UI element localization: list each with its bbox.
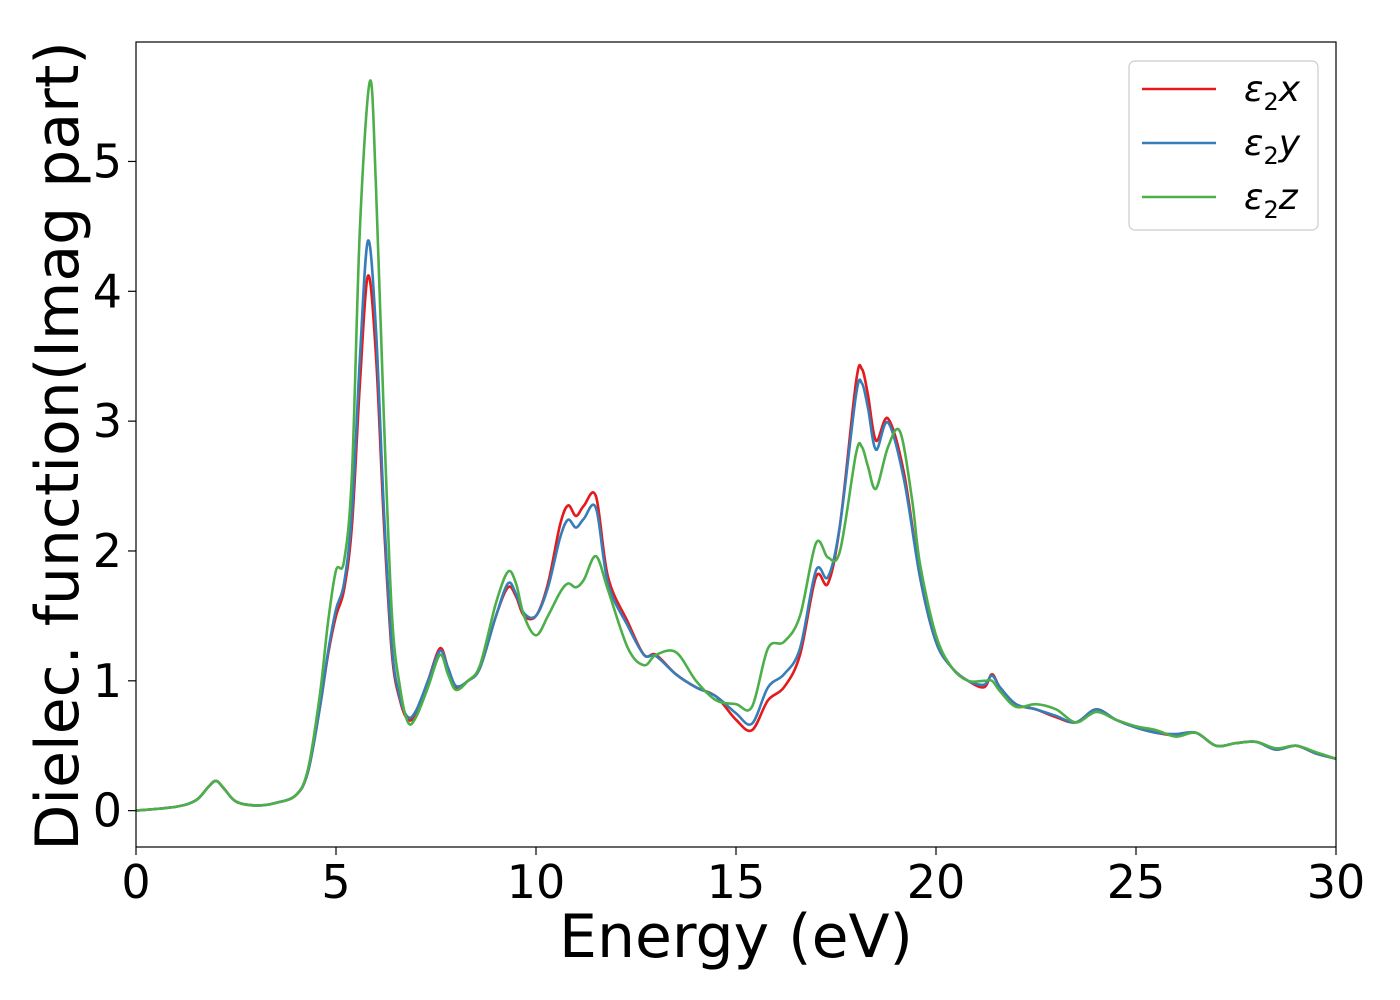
legend-label: ε2x: [1244, 69, 1301, 116]
y-tick-label: 3: [93, 394, 122, 448]
series-line-e2y: [135, 239, 1337, 812]
x-tick-label: 30: [1307, 855, 1366, 909]
y-tick-label: 5: [93, 134, 122, 188]
x-tick-label: 0: [121, 855, 150, 909]
legend-label: ε2z: [1244, 177, 1299, 224]
x-tick-label: 25: [1107, 855, 1166, 909]
legend-box: [1128, 60, 1319, 231]
legend: ε2x ε2y ε2z: [1128, 60, 1319, 231]
legend-label: ε2y: [1244, 123, 1301, 170]
y-tick-label: 2: [93, 524, 122, 578]
y-tick-label: 4: [93, 264, 122, 318]
x-tick-label: 20: [907, 855, 966, 909]
x-tick-label: 15: [707, 855, 766, 909]
y-axis-label: Dielec. function(Imag part): [23, 41, 93, 851]
series-layer: [135, 79, 1337, 812]
series-line-e2z: [135, 79, 1337, 812]
y-axis-ticks: 0 1 2 3 4 5: [93, 134, 136, 838]
y-tick-label: 1: [93, 654, 122, 708]
x-tick-label: 10: [507, 855, 566, 909]
x-axis-label: Energy (eV): [559, 902, 913, 972]
plot-frame: [135, 41, 1337, 848]
x-axis-ticks: 0 5 10 15 20 25 30: [121, 847, 1365, 909]
y-tick-label: 0: [93, 784, 122, 838]
x-tick-label: 5: [321, 855, 350, 909]
